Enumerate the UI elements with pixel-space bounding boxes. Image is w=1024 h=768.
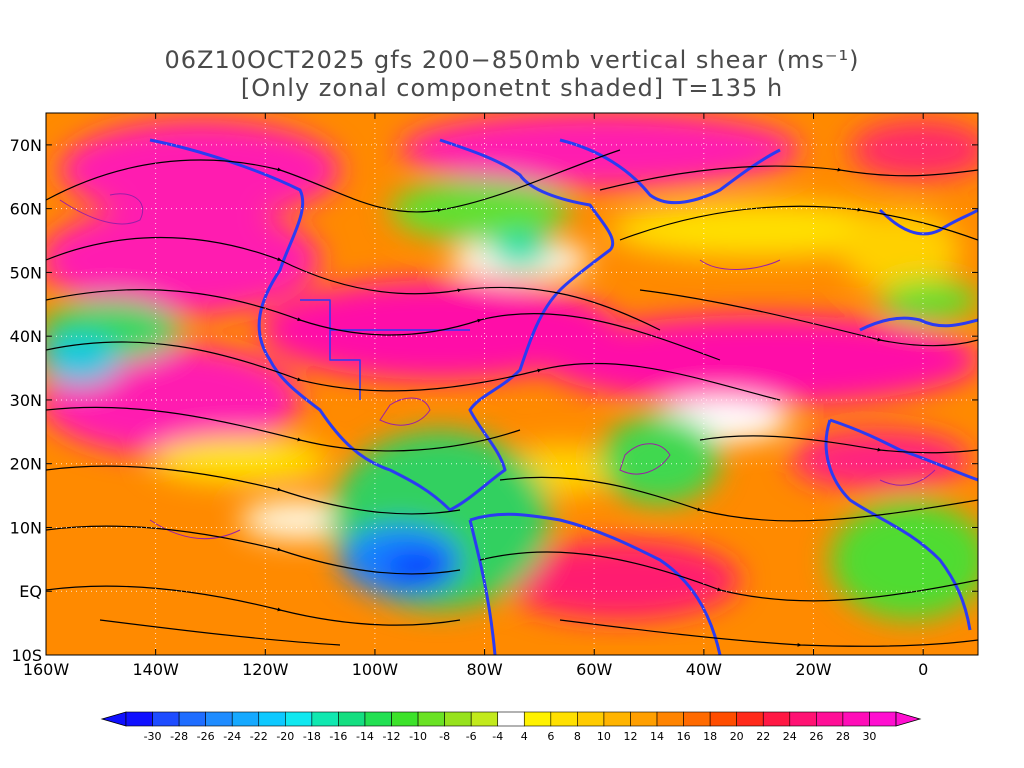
x-tick-label: 20W: [795, 660, 831, 679]
y-tick-label: 20N: [10, 455, 42, 474]
x-tick-label: 160W: [23, 660, 70, 679]
colorbar-label: 30: [862, 730, 876, 743]
x-tick-label: 60W: [576, 660, 612, 679]
colorbar-label: -6: [466, 730, 477, 743]
colorbar-swatch: [630, 711, 658, 727]
x-tick-label: 0: [918, 660, 928, 679]
colorbar-swatch: [338, 711, 366, 727]
y-tick-label: 30N: [10, 391, 42, 410]
colorbar-swatch: [285, 711, 313, 727]
colorbar-swatch: [683, 711, 711, 727]
colorbar-swatch: [497, 711, 525, 727]
colorbar-swatch: [152, 711, 180, 727]
contours: [59, 193, 936, 540]
colorbar-swatch: [842, 711, 870, 727]
colorbar-swatch: [523, 711, 552, 727]
colorbar-label: -10: [409, 730, 427, 743]
colorbar-over-arrow: [895, 711, 922, 727]
y-tick-label: 10N: [10, 518, 42, 537]
plot-frame: [45, 112, 979, 656]
colorbar-swatch: [736, 711, 764, 727]
colorbar-label: 8: [574, 730, 581, 743]
x-tick-label: 100W: [352, 660, 399, 679]
colorbar-label: -22: [250, 730, 268, 743]
colorbar-swatch: [417, 711, 445, 727]
coastlines: [149, 138, 978, 655]
y-tick-label: 40N: [10, 327, 42, 346]
chart-title-line1: 06Z10OCT2025 gfs 200−850mb vertical shea…: [164, 46, 860, 74]
colorbar-swatch: [258, 711, 286, 727]
colorbar-swatch: [577, 711, 605, 727]
y-tick-label: 10S: [11, 646, 42, 665]
y-tick-label: 70N: [10, 136, 42, 155]
colorbar-swatch: [444, 711, 472, 727]
map-grid: [46, 113, 978, 655]
colorbar-swatch: [869, 711, 897, 727]
colorbar-swatch: [656, 711, 684, 727]
colorbar-swatch: [816, 711, 844, 727]
colorbar-swatch: [311, 711, 339, 727]
colorbar-label: -20: [276, 730, 294, 743]
colorbar-swatch: [364, 711, 392, 727]
colorbar-swatch: [709, 711, 737, 727]
colorbar-label: -30: [144, 730, 162, 743]
x-tick-label: 120W: [242, 660, 289, 679]
colorbar-label: 28: [836, 730, 850, 743]
colorbar-label: -26: [197, 730, 215, 743]
colorbar-swatch: [391, 711, 419, 727]
colorbar-label: -18: [303, 730, 321, 743]
colorbar-label: 20: [730, 730, 744, 743]
colorbar-label: -8: [439, 730, 450, 743]
colorbar-swatch: [762, 711, 791, 727]
chart-title-line2: [Only zonal componetnt shaded] T=135 h: [240, 74, 784, 102]
colorbar-under-arrow: [100, 711, 127, 727]
colorbar-label: 14: [650, 730, 664, 743]
y-tick-label: EQ: [19, 582, 42, 601]
colorbar-swatch: [231, 711, 260, 727]
colorbar-swatch: [789, 711, 817, 727]
colorbar-label: 12: [623, 730, 637, 743]
colorbar-label: 6: [547, 730, 554, 743]
colorbar-swatch: [550, 711, 578, 727]
colorbar: -30 -28 -26 -24 -22 -20 -18 -16 -14 -12 -10 -8 -6 -4 4…: [100, 711, 922, 743]
y-tick-label: 50N: [10, 263, 42, 282]
x-tick-label: 40W: [686, 660, 722, 679]
colorbar-label: -14: [356, 730, 374, 743]
colorbar-label: 18: [703, 730, 717, 743]
colorbar-label: -12: [383, 730, 401, 743]
colorbar-label: 24: [783, 730, 797, 743]
colorbar-label: -28: [170, 730, 188, 743]
colorbar-label: 16: [677, 730, 691, 743]
axis-layer: 160W 140W 120W 100W 80W 60W 40W 20W 0 70N 60N 50N 40…: [10, 113, 978, 679]
colorbar-swatch: [205, 711, 233, 727]
colorbar-swatch: [470, 711, 499, 727]
colorbar-label: 10: [597, 730, 611, 743]
colorbar-label: -24: [223, 730, 241, 743]
colorbar-label: 22: [756, 730, 770, 743]
colorbar-label: -16: [329, 730, 347, 743]
y-tick-label: 60N: [10, 200, 42, 219]
colorbar-label: 26: [809, 730, 823, 743]
x-tick-label: 80W: [466, 660, 502, 679]
colorbar-label: 4: [521, 730, 528, 743]
shading-layer: [46, 113, 978, 655]
colorbar-swatch: [603, 711, 631, 727]
x-tick-label: 140W: [132, 660, 179, 679]
streamlines: [46, 149, 978, 647]
colorbar-label: -4: [492, 730, 503, 743]
colorbar-swatch: [125, 711, 153, 727]
colorbar-swatch: [178, 711, 206, 727]
